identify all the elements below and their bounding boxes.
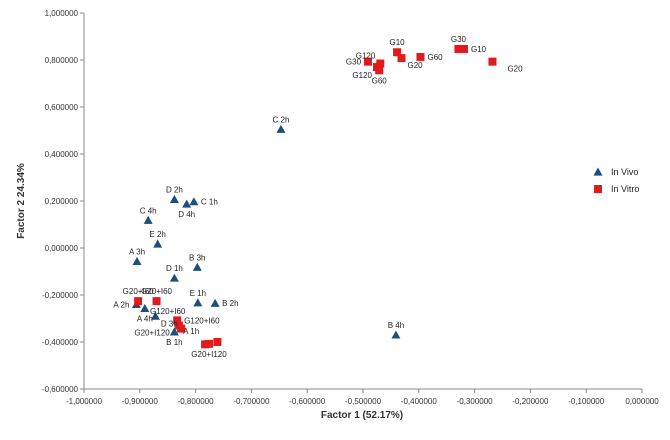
in-vivo-point: [169, 194, 179, 203]
point-label: C 1h: [201, 198, 218, 207]
point-label: G20+I60: [123, 287, 154, 296]
in-vitro-point: [201, 340, 210, 349]
point-label: A 1h: [183, 327, 199, 336]
in-vitro-point: [397, 54, 406, 63]
point-label: G60: [372, 76, 388, 85]
point-label: G20+I120: [134, 329, 170, 338]
y-tick-label: -0,600000: [42, 385, 79, 394]
in-vitro-point: [488, 57, 497, 66]
in-vitro-point: [364, 57, 373, 66]
point-label: D 4h: [178, 210, 195, 219]
legend-label: In Vitro: [611, 184, 639, 194]
in-vitro-point: [375, 66, 384, 75]
point-label: B 4h: [388, 321, 404, 330]
point-label: B 1h: [166, 338, 182, 347]
x-tick-label: -0,100000: [568, 397, 605, 406]
in-vivo-point: [276, 124, 286, 133]
data-points: [131, 44, 497, 349]
y-tick-label: 0,000000: [45, 244, 79, 253]
point-label: G20+I120: [191, 350, 227, 359]
point-label: A 2h: [113, 300, 129, 309]
y-tick-label: 0,600000: [45, 103, 79, 112]
in-vivo-point: [143, 215, 153, 224]
data-labels: C 2h D 2h C 1h D 4h C 4h E 2h A 3h B 3h D 1h E 1h…: [113, 35, 523, 359]
in-vitro-point: [213, 338, 222, 346]
in-vivo-point: [391, 330, 401, 339]
in-vitro-point: [416, 52, 425, 61]
y-tick-label: 0,400000: [45, 150, 79, 159]
in-vitro-point: [152, 297, 161, 306]
in-vitro-point: [134, 297, 143, 306]
in-vivo-point: [150, 311, 160, 320]
legend: In Vivo In Vitro: [593, 167, 639, 194]
point-label: G120+I60: [150, 307, 186, 316]
in-vitro-point: [393, 48, 402, 57]
in-vivo-point: [169, 327, 179, 336]
point-label: E 2h: [149, 230, 165, 239]
x-axis-ticks: -1,000000 -0,900000 -0,800000 -0,700000 -0,6…: [66, 389, 659, 406]
legend-in-vitro-marker: [594, 185, 602, 193]
x-tick-label: -0,400000: [401, 397, 438, 406]
legend-in-vivo-marker: [593, 167, 603, 176]
in-vivo-point: [132, 256, 142, 265]
point-label: E 1h: [190, 289, 206, 298]
in-vivo-point: [169, 273, 179, 282]
point-label: B 3h: [189, 253, 205, 262]
point-label: G30: [451, 35, 467, 44]
point-label: G60: [427, 53, 443, 62]
in-vivo-point: [210, 298, 220, 307]
point-label: G120: [352, 71, 372, 80]
x-tick-label: -0,700000: [233, 397, 270, 406]
in-vitro-point: [454, 44, 463, 53]
point-label: B 2h: [222, 299, 238, 308]
x-tick-label: -0,800000: [178, 397, 215, 406]
point-label: G120: [356, 52, 376, 61]
point-label: C 4h: [140, 206, 157, 215]
point-label: D 1h: [166, 264, 183, 273]
in-vivo-point: [140, 303, 150, 312]
point-label: G20: [408, 61, 424, 70]
x-tick-label: -0,300000: [457, 397, 494, 406]
in-vivo-point: [189, 197, 199, 206]
y-tick-label: -0,400000: [42, 338, 79, 347]
x-tick-label: -0,900000: [122, 397, 159, 406]
point-label: D 3h: [161, 320, 178, 329]
y-tick-label: 0,200000: [45, 197, 79, 206]
in-vivo-point: [182, 199, 192, 208]
in-vivo-point: [192, 262, 202, 271]
x-tick-label: -0,500000: [345, 397, 382, 406]
in-vitro-point: [459, 44, 468, 53]
y-tick-label: -0,200000: [42, 291, 79, 300]
point-label: G10: [389, 38, 405, 47]
point-label: G20+I60: [141, 287, 172, 296]
x-tick-label: -0,600000: [289, 397, 326, 406]
y-tick-label: 0,800000: [45, 56, 79, 65]
y-tick-label: 1,000000: [45, 9, 79, 18]
legend-label: In Vivo: [611, 167, 638, 177]
x-tick-label: -1,000000: [66, 397, 103, 406]
y-axis-ticks: -0,600000 -0,400000 -0,200000 0,000000 0,200…: [42, 9, 84, 394]
y-axis-label: Factor 2 24.34%: [16, 163, 27, 239]
point-label: A 4h: [137, 314, 153, 323]
point-label: C 2h: [273, 115, 290, 124]
point-label: G120+I60: [184, 316, 220, 325]
in-vitro-point: [177, 324, 186, 333]
x-tick-label: 0,000000: [625, 397, 659, 406]
point-label: D 2h: [166, 185, 183, 194]
point-label: G30: [346, 58, 362, 67]
point-label: A 3h: [129, 247, 145, 256]
point-label: G20: [507, 65, 523, 74]
in-vitro-point: [173, 316, 182, 325]
x-axis-label: Factor 1 (52.17%): [321, 410, 403, 421]
in-vivo-point: [193, 298, 203, 307]
point-label: G10: [471, 45, 487, 54]
in-vivo-point: [153, 239, 163, 248]
x-tick-label: -0,200000: [512, 397, 549, 406]
